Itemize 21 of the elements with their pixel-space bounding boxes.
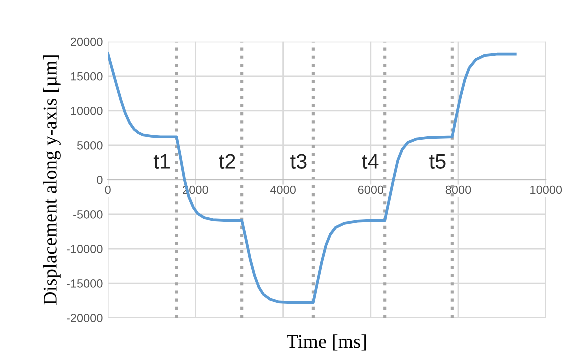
y-tick-label: 20000 <box>71 38 103 46</box>
y-axis-title: Displacement along y-axis [µm] <box>43 56 61 306</box>
y-tick-label: -10000 <box>67 245 103 254</box>
ref-line-label: t5 <box>430 154 446 169</box>
x-axis-title: Time [ms] <box>287 334 366 351</box>
y-tick-label: 15000 <box>71 72 103 81</box>
y-tick-label: -15000 <box>67 280 103 288</box>
ref-line-label: t1 <box>154 154 170 169</box>
x-tick-label: 4000 <box>270 186 296 194</box>
ref-line-label: t2 <box>219 154 236 169</box>
y-tick-label: -20000 <box>67 314 103 322</box>
x-tick-label: 6000 <box>358 186 384 194</box>
y-tick-label: 0 <box>97 176 103 184</box>
y-tick-label: 10000 <box>71 106 103 116</box>
x-tick-label: 8000 <box>446 186 472 194</box>
x-tick-label: 10000 <box>530 186 562 194</box>
y-tick-label: 5000 <box>77 141 103 150</box>
y-tick-label: -5000 <box>74 210 103 219</box>
ref-line-label: t4 <box>362 154 379 169</box>
ref-line-label: t3 <box>290 154 307 169</box>
x-tick-label: 0 <box>105 186 111 194</box>
